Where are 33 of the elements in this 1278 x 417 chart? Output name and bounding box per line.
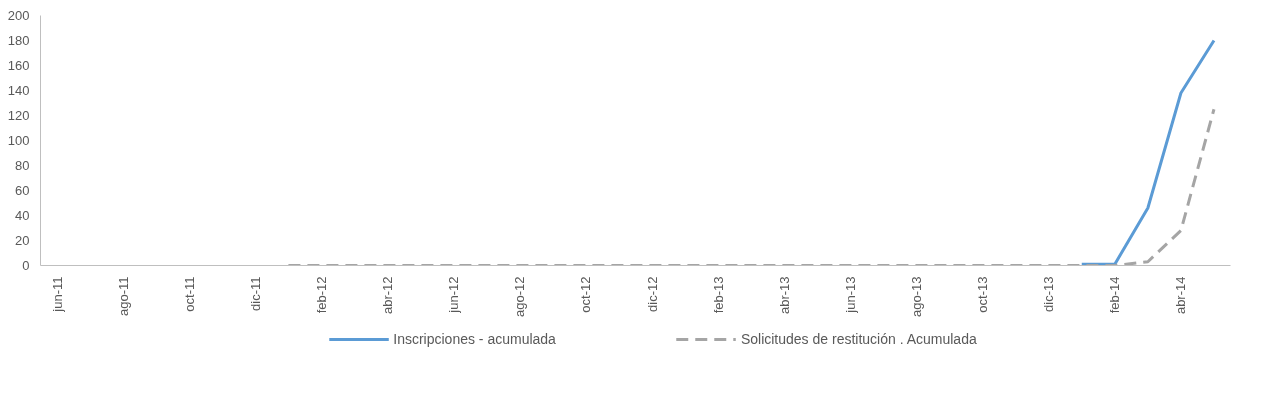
x-tick-label: jun-13 (842, 276, 858, 314)
x-tick-label: oct-12 (578, 276, 594, 313)
x-tick-label: ago-12 (512, 276, 528, 317)
legend-label: Solicitudes de restitución . Acumulada (740, 331, 977, 347)
x-tick-label: dic-12 (644, 276, 660, 312)
x-tick-label: ago-13 (908, 276, 924, 317)
legend-label: Inscripciones - acumulada (393, 331, 556, 347)
x-tick-label: feb-13 (710, 276, 726, 314)
x-tick-label: oct-11 (181, 276, 197, 312)
x-tick-label: dic-11 (247, 276, 263, 311)
y-tick-label: 40 (15, 208, 30, 223)
x-tick-label: ago-11 (115, 276, 131, 317)
x-tick-label: abr-13 (776, 276, 792, 315)
x-tick-label: abr-12 (380, 276, 396, 315)
x-tick-label: feb-14 (1107, 276, 1123, 314)
y-tick-label: 180 (7, 33, 30, 48)
y-tick-label: 160 (7, 58, 30, 73)
y-tick-label: 20 (15, 233, 30, 248)
x-tick-label: feb-12 (313, 276, 329, 314)
y-tick-label: 0 (22, 258, 30, 273)
x-tick-label: oct-13 (975, 276, 991, 313)
y-tick-label: 80 (15, 158, 30, 173)
y-tick-label: 140 (7, 83, 30, 98)
y-tick-label: 100 (7, 133, 30, 148)
y-tick-label: 200 (7, 8, 30, 23)
y-tick-label: 60 (15, 183, 30, 198)
line-series (286, 107, 1216, 266)
x-tick-label: jun-12 (446, 276, 462, 314)
x-tick-label: jun-11 (49, 276, 65, 313)
x-tick-label: abr-14 (1173, 276, 1189, 315)
x-tick-label: dic-13 (1041, 276, 1057, 312)
line-series (1080, 39, 1216, 266)
y-tick-label: 120 (7, 108, 30, 123)
